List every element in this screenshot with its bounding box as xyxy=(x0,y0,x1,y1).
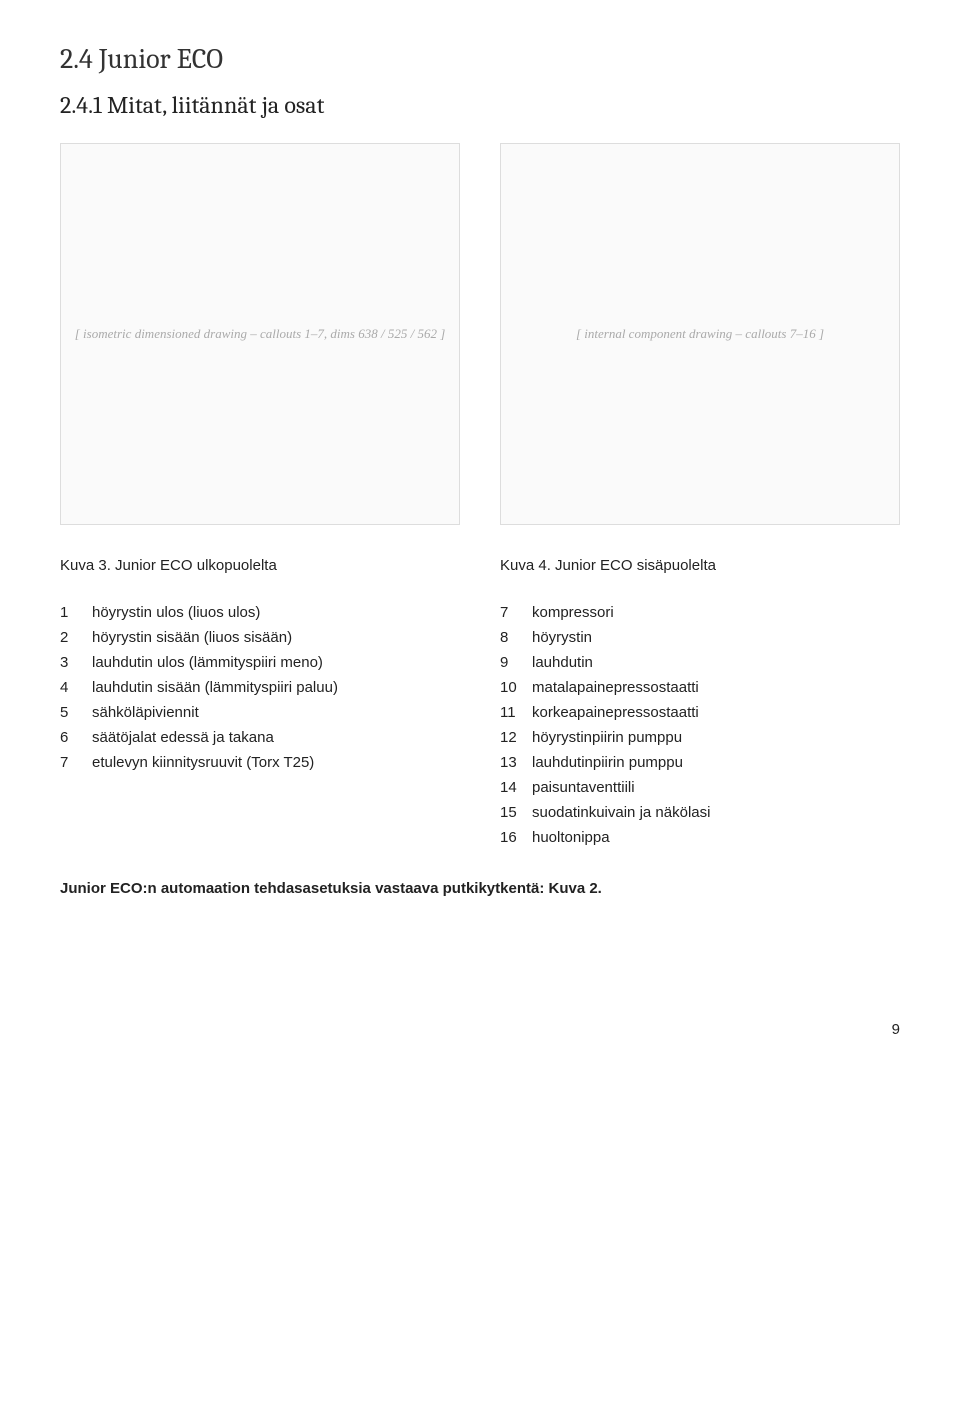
table-row: 14paisuntaventtiili xyxy=(500,775,900,800)
part-number: 9 xyxy=(500,650,532,675)
section-heading: 2.4 Junior ECO xyxy=(60,40,900,79)
part-description: sähköläpiviennit xyxy=(92,700,460,725)
part-number: 4 xyxy=(60,675,92,700)
part-number: 1 xyxy=(60,600,92,625)
figure-right: [ internal component drawing – callouts … xyxy=(500,143,900,525)
part-description: lauhdutin sisään (lämmityspiiri paluu) xyxy=(92,675,460,700)
part-number: 7 xyxy=(500,600,532,625)
table-row: 4lauhdutin sisään (lämmityspiiri paluu) xyxy=(60,675,460,700)
part-description: paisuntaventtiili xyxy=(532,775,900,800)
table-row: 9lauhdutin xyxy=(500,650,900,675)
piping-note-text: Junior ECO:n automaation tehdasasetuksia… xyxy=(60,880,602,897)
part-number: 11 xyxy=(500,700,532,725)
part-number: 14 xyxy=(500,775,532,800)
part-number: 10 xyxy=(500,675,532,700)
part-number: 15 xyxy=(500,800,532,825)
part-description: kompressori xyxy=(532,600,900,625)
part-description: lauhdutin xyxy=(532,650,900,675)
part-description: korkeapainepressostaatti xyxy=(532,700,900,725)
piping-note: Junior ECO:n automaation tehdasasetuksia… xyxy=(60,878,900,899)
section-subheading: 2.4.1 Mitat, liitännät ja osat xyxy=(60,89,900,123)
part-number: 12 xyxy=(500,725,532,750)
part-description: lauhdutin ulos (lämmityspiiri meno) xyxy=(92,650,460,675)
table-row: 15suodatinkuivain ja näkölasi xyxy=(500,800,900,825)
figure-row: [ isometric dimensioned drawing – callou… xyxy=(60,143,900,525)
caption-row: Kuva 3. Junior ECO ulkopuolelta Kuva 4. … xyxy=(60,555,900,576)
table-row: 1höyrystin ulos (liuos ulos) xyxy=(60,600,460,625)
parts-right-column: 7kompressori8höyrystin9lauhdutin10matala… xyxy=(500,600,900,850)
table-row: 11korkeapainepressostaatti xyxy=(500,700,900,725)
table-row: 2höyrystin sisään (liuos sisään) xyxy=(60,625,460,650)
figure-left-caption: Kuva 3. Junior ECO ulkopuolelta xyxy=(60,555,460,576)
part-number: 16 xyxy=(500,825,532,850)
part-number: 7 xyxy=(60,750,92,775)
part-number: 8 xyxy=(500,625,532,650)
parts-left-table: 1höyrystin ulos (liuos ulos)2höyrystin s… xyxy=(60,600,460,775)
table-row: 12höyrystinpiirin pumppu xyxy=(500,725,900,750)
table-row: 8höyrystin xyxy=(500,625,900,650)
parts-left-column: 1höyrystin ulos (liuos ulos)2höyrystin s… xyxy=(60,600,460,850)
figure-right-caption: Kuva 4. Junior ECO sisäpuolelta xyxy=(500,555,900,576)
part-number: 3 xyxy=(60,650,92,675)
part-description: höyrystin sisään (liuos sisään) xyxy=(92,625,460,650)
part-number: 13 xyxy=(500,750,532,775)
table-row: 7kompressori xyxy=(500,600,900,625)
part-number: 6 xyxy=(60,725,92,750)
table-row: 6säätöjalat edessä ja takana xyxy=(60,725,460,750)
part-description: matalapainepressostaatti xyxy=(532,675,900,700)
part-description: huoltonippa xyxy=(532,825,900,850)
table-row: 13lauhdutinpiirin pumppu xyxy=(500,750,900,775)
part-description: säätöjalat edessä ja takana xyxy=(92,725,460,750)
part-description: lauhdutinpiirin pumppu xyxy=(532,750,900,775)
parts-right-table: 7kompressori8höyrystin9lauhdutin10matala… xyxy=(500,600,900,850)
table-row: 3lauhdutin ulos (lämmityspiiri meno) xyxy=(60,650,460,675)
part-description: etulevyn kiinnitysruuvit (Torx T25) xyxy=(92,750,460,775)
part-number: 5 xyxy=(60,700,92,725)
part-description: höyrystin ulos (liuos ulos) xyxy=(92,600,460,625)
part-number: 2 xyxy=(60,625,92,650)
table-row: 7etulevyn kiinnitysruuvit (Torx T25) xyxy=(60,750,460,775)
part-description: suodatinkuivain ja näkölasi xyxy=(532,800,900,825)
parts-tables: 1höyrystin ulos (liuos ulos)2höyrystin s… xyxy=(60,600,900,850)
table-row: 10matalapainepressostaatti xyxy=(500,675,900,700)
page-number: 9 xyxy=(60,1019,900,1040)
part-description: höyrystin xyxy=(532,625,900,650)
part-description: höyrystinpiirin pumppu xyxy=(532,725,900,750)
table-row: 5sähköläpiviennit xyxy=(60,700,460,725)
table-row: 16huoltonippa xyxy=(500,825,900,850)
figure-left: [ isometric dimensioned drawing – callou… xyxy=(60,143,460,525)
